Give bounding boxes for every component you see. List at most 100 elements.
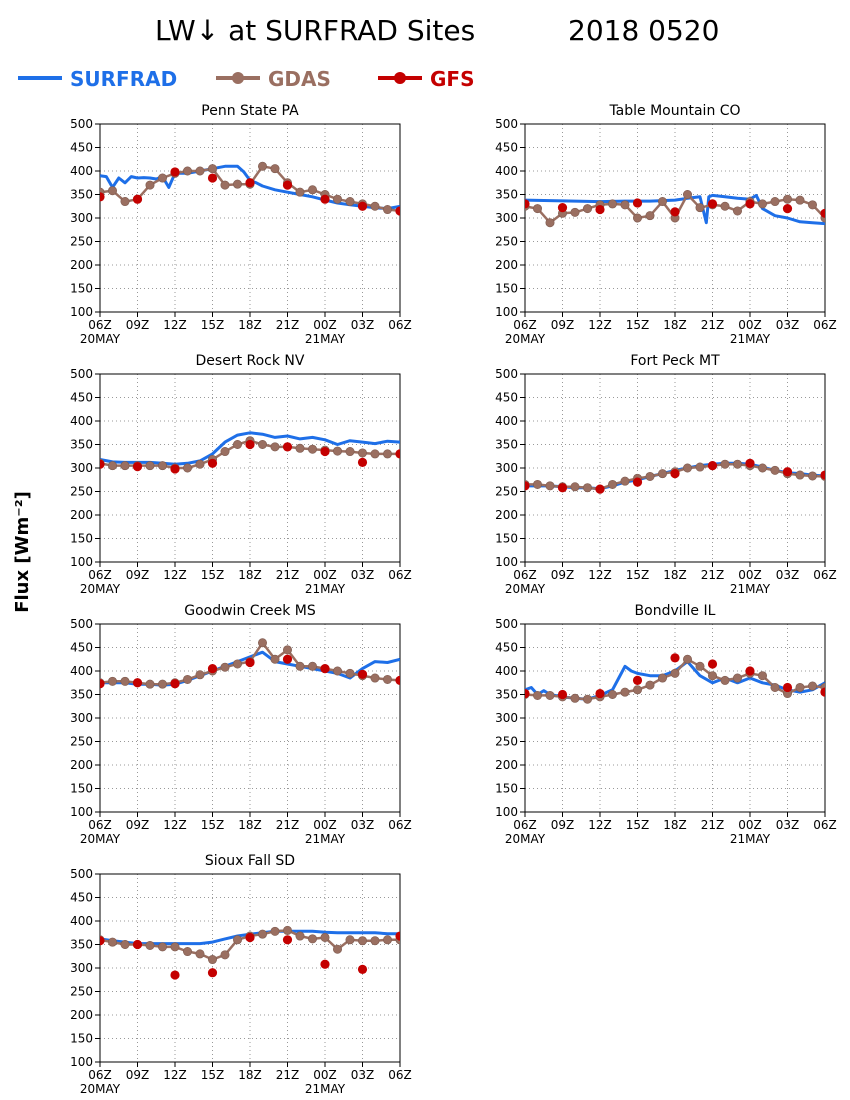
x-tick-label: 03Z [351,568,375,582]
gdas-point [757,199,767,209]
x-tick-label: 12Z [588,818,612,832]
y-tick-label: 500 [495,367,518,381]
y-axis-label: Flux [Wm⁻²] [12,491,33,613]
gfs-point [395,675,400,685]
gdas-point [307,444,317,454]
date-label-start: 20MAY [505,832,546,846]
x-tick-label: 00Z [313,568,337,582]
date-label-start: 20MAY [80,1082,121,1096]
gfs-point [525,481,530,491]
gdas-point [270,926,280,936]
x-tick-label: 09Z [126,1068,150,1082]
gfs-point [782,467,793,477]
gdas-point [357,448,367,458]
y-tick-label: 100 [495,305,518,319]
gdas-point [532,479,542,489]
y-tick-label: 150 [70,1032,93,1046]
x-tick-label: 06Z [388,568,412,582]
series-group [525,190,825,228]
x-tick-label: 12Z [588,568,612,582]
gfs-point [557,689,568,700]
gdas-point [645,680,655,690]
gdas-point [257,929,267,939]
y-tick-label: 100 [70,805,93,819]
series-group [100,161,400,216]
x-tick-label: 21Z [276,318,300,332]
gfs-point [632,675,643,686]
gdas-point [233,179,243,189]
gdas-point [295,661,305,671]
y-tick-label: 250 [70,485,93,499]
y-tick-label: 350 [495,688,518,702]
gdas-point [545,481,555,491]
gdas-point [695,462,705,472]
gfs-point [707,199,718,209]
y-tick-label: 450 [70,141,93,155]
gdas-point [720,201,730,211]
gdas-point [307,185,317,195]
gfs-point [320,959,330,969]
x-tick-label: 15Z [201,818,225,832]
gdas-point [582,694,592,704]
x-tick-label: 18Z [663,318,687,332]
y-tick-label: 150 [70,282,93,296]
panel-title: Table Mountain CO [608,103,740,119]
gdas-point [145,180,155,190]
x-tick-label: 15Z [201,1068,225,1082]
y-tick-label: 250 [70,735,93,749]
gdas-point [257,439,267,449]
y-tick-label: 250 [70,985,93,999]
panel-4: Goodwin Creek MS 100 150 200 250 300 350 400 450… [70,603,412,846]
gdas-point [607,689,617,699]
y-tick-label: 450 [70,641,93,655]
gdas-point [282,925,292,935]
panel-5: Bondville IL 100 150 200 250 300 350 400 450 500 0… [495,603,837,846]
gdas-point [757,463,767,473]
y-tick-label: 500 [70,117,93,131]
y-tick-label: 250 [495,485,518,499]
x-tick-label: 00Z [738,568,762,582]
x-tick-label: 06Z [388,818,412,832]
x-tick-label: 00Z [313,1068,337,1082]
y-tick-label: 450 [70,391,93,405]
x-tick-label: 21Z [276,1068,300,1082]
gdas-point [332,944,342,954]
x-tick-label: 09Z [551,568,575,582]
gdas-point [382,449,392,459]
gfs-point [320,446,330,457]
x-tick-label: 15Z [626,568,650,582]
gdas-point [732,206,742,216]
x-tick-label: 15Z [201,318,225,332]
x-tick-label: 00Z [738,318,762,332]
y-tick-label: 300 [495,711,518,725]
gdas-point [732,459,742,469]
gfs-point [820,687,825,697]
gdas-point [607,479,617,489]
y-tick-label: 200 [70,508,93,522]
panel-title: Penn State PA [201,103,299,119]
gfs-point [595,204,605,215]
x-tick-label: 21Z [701,818,725,832]
gfs-point [525,688,530,699]
y-tick-label: 400 [70,414,93,428]
gdas-point [270,654,280,664]
panel-title: Desert Rock NV [196,353,305,369]
gdas-point [345,197,355,207]
gdas-point [657,469,667,479]
y-tick-label: 500 [70,367,93,381]
x-tick-label: 03Z [351,818,375,832]
gfs-point [245,439,255,450]
y-tick-label: 150 [70,782,93,796]
y-tick-label: 200 [495,508,518,522]
gfs-point [820,470,825,480]
gdas-point [807,681,817,691]
x-tick-label: 21Z [276,568,300,582]
y-tick-label: 300 [70,711,93,725]
gdas-point [183,166,193,176]
gfs-point [782,682,793,693]
gdas-point [795,195,805,205]
y-tick-label: 400 [495,664,518,678]
x-tick-label: 21Z [701,568,725,582]
gdas-point [158,942,168,952]
x-tick-label: 18Z [238,818,262,832]
